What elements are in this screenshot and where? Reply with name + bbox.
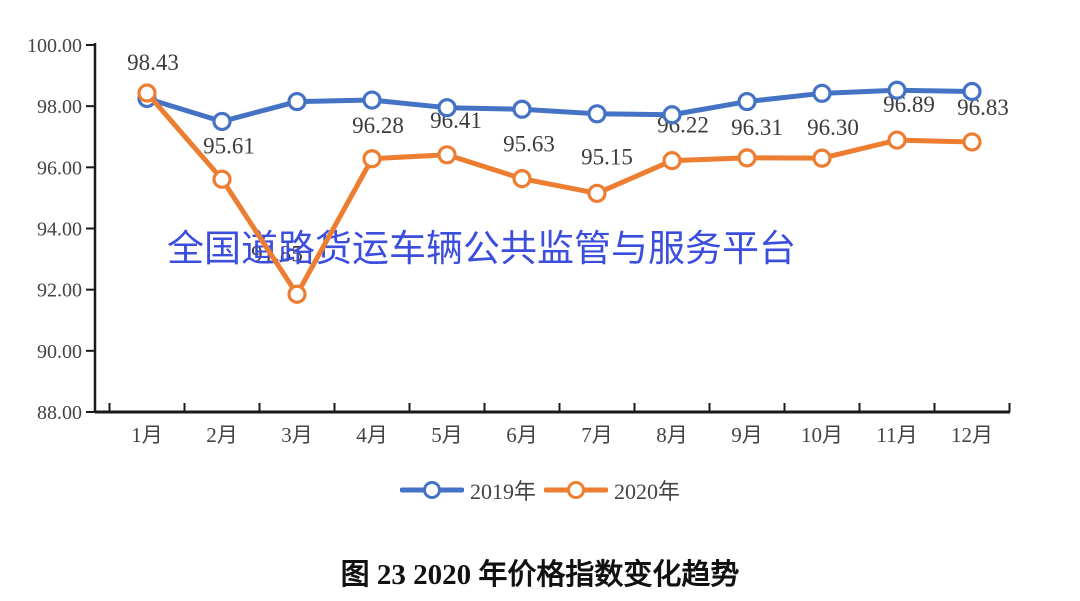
legend-line-marker-icon <box>399 481 464 499</box>
series-line-2019年 <box>144 87 975 124</box>
series-marker-2020年-6月 <box>512 169 532 189</box>
series-marker-2020年-1月 <box>137 83 157 103</box>
series-marker-2020年-8月 <box>662 151 682 171</box>
series-marker-2020年-4月 <box>362 149 382 169</box>
y-tick-label: 88.00 <box>37 402 82 424</box>
legend-item-2019年: 2019年 <box>399 474 536 506</box>
series-marker-2020年-10月 <box>812 148 832 168</box>
y-tick-label: 92.00 <box>37 280 82 302</box>
figure-caption: 图 23 2020 年价格指数变化趋势 <box>340 559 740 591</box>
legend-marker <box>567 481 585 499</box>
x-tick-label: 1月 <box>131 423 163 447</box>
legend-marker <box>422 481 441 499</box>
x-tick-label: 10月 <box>801 423 843 447</box>
data-label-2020年-2月: 95.61 <box>203 133 255 158</box>
series-marker-2019年-3月 <box>287 91 307 112</box>
x-tick-label: 8月 <box>656 423 688 447</box>
y-tick-label: 98.00 <box>37 96 82 118</box>
legend-line-marker-icon <box>544 481 608 499</box>
series-marker-2019年-9月 <box>737 91 757 112</box>
series-marker-2019年-5月 <box>437 98 457 118</box>
series-marker-2020年-11月 <box>887 130 907 150</box>
series-marker-2019年-4月 <box>362 90 382 110</box>
series-marker-2020年-2月 <box>212 169 232 189</box>
x-tick-label: 4月 <box>356 423 388 447</box>
x-tick-label: 2月 <box>206 423 238 447</box>
series-marker-2019年-12月 <box>962 81 982 102</box>
series-marker-2019年-10月 <box>812 83 832 103</box>
data-label-2020年-10月: 96.30 <box>807 115 859 140</box>
data-label-2020年-7月: 95.15 <box>581 144 633 169</box>
y-tick-label: 94.00 <box>37 218 82 240</box>
legend-label: 2019年 <box>469 479 536 504</box>
y-tick-label: 100.00 <box>27 35 82 57</box>
x-tick-label: 9月 <box>731 423 763 447</box>
data-label-2020年-6月: 95.63 <box>503 132 555 157</box>
x-tick-label: 3月 <box>281 423 313 447</box>
watermark-text: 全国道路货运车辆公共监管与服务平台 <box>167 228 796 269</box>
series-marker-2019年-11月 <box>887 80 907 100</box>
series-marker-2019年-6月 <box>512 99 532 119</box>
y-tick-label: 96.00 <box>37 157 82 179</box>
series-marker-2020年-7月 <box>587 183 607 203</box>
series-marker-2019年-8月 <box>662 105 682 125</box>
x-tick-label: 11月 <box>876 423 917 447</box>
series-line-2020年 <box>144 90 975 297</box>
y-tick-label: 90.00 <box>37 341 82 363</box>
x-tick-label: 5月 <box>431 423 463 447</box>
data-label-2020年-12月: 96.83 <box>957 95 1009 120</box>
chart-legend: 2019年 2020年 <box>0 474 1080 506</box>
series-marker-2020年-5月 <box>437 145 457 165</box>
x-tick-label: 6月 <box>506 423 538 447</box>
series-marker-2020年-9月 <box>737 148 757 168</box>
series-marker-2020年-12月 <box>962 132 982 152</box>
legend-label: 2020年 <box>614 479 681 504</box>
x-tick-label: 7月 <box>581 423 613 447</box>
data-label-2020年-9月: 96.31 <box>731 115 783 140</box>
x-tick-label: 12月 <box>951 423 993 447</box>
data-label-2020年-4月: 96.28 <box>352 113 404 138</box>
legend-item-2020年: 2020年 <box>544 474 680 506</box>
series-marker-2020年-3月 <box>287 284 307 304</box>
series-marker-2019年-2月 <box>212 111 232 132</box>
data-label-2020年-1月: 98.43 <box>127 50 179 75</box>
series-marker-2019年-7月 <box>587 104 607 124</box>
